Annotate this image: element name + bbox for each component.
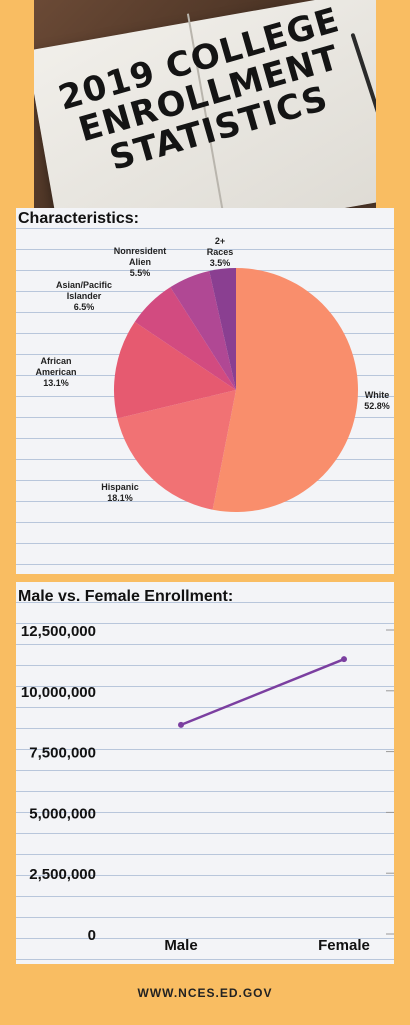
y-tick-label: 10,000,000 xyxy=(21,684,96,701)
pie-chart xyxy=(114,268,358,512)
pie-label-african-american: African American 13.1% xyxy=(35,356,77,388)
pie-slice-nonresident-alien xyxy=(170,270,236,390)
y-tick-label: 5,000,000 xyxy=(29,805,96,822)
y-tick-label: 12,500,000 xyxy=(21,623,96,640)
series-line xyxy=(180,658,345,727)
line-chart: 0 2,500,000 5,000,000 7,500,000 10,000,000 12… xyxy=(21,623,394,954)
characteristics-panel: Characteristics: White 52.8% Hispanic 18… xyxy=(16,208,394,574)
x-tick-label: Female xyxy=(318,937,370,954)
pie-label-nonresident-alien: Nonresident Alien 5.5% xyxy=(113,246,167,278)
y-tick-label: 0 xyxy=(88,927,96,944)
pie-label-hispanic: Hispanic 18.1% xyxy=(101,482,139,503)
pie-slice-hispanic xyxy=(117,390,236,510)
characteristics-heading: Characteristics: xyxy=(18,210,139,227)
y-tick-label: 7,500,000 xyxy=(29,745,96,762)
enrollment-heading: Male vs. Female Enrollment: xyxy=(18,588,234,605)
footer-url: WWW.NCES.ED.GOV xyxy=(137,986,273,1000)
y-tick-label: 2,500,000 xyxy=(29,866,96,883)
pie-slice-2-races xyxy=(209,268,236,390)
pie-label-two-plus-races: 2+ Races 3.5% xyxy=(206,236,234,268)
data-point xyxy=(178,721,184,728)
data-point xyxy=(341,656,347,663)
pie-label-asian-pacific-islander: Asian/Pacific Islander 6.5% xyxy=(55,280,113,312)
hero-image: 2019 COLLEGE ENROLLMENT STATISTICS xyxy=(34,0,376,210)
enrollment-panel: Male vs. Female Enrollment: 0 2,500,000 5,… xyxy=(16,582,394,964)
pie-slice-african-american xyxy=(114,321,236,419)
pie-slice-white xyxy=(212,268,358,512)
pie-label-white: White 52.8% xyxy=(364,390,390,411)
pie-slice-asian-pacific-islander xyxy=(134,287,236,390)
x-tick-label: Male xyxy=(164,937,197,954)
